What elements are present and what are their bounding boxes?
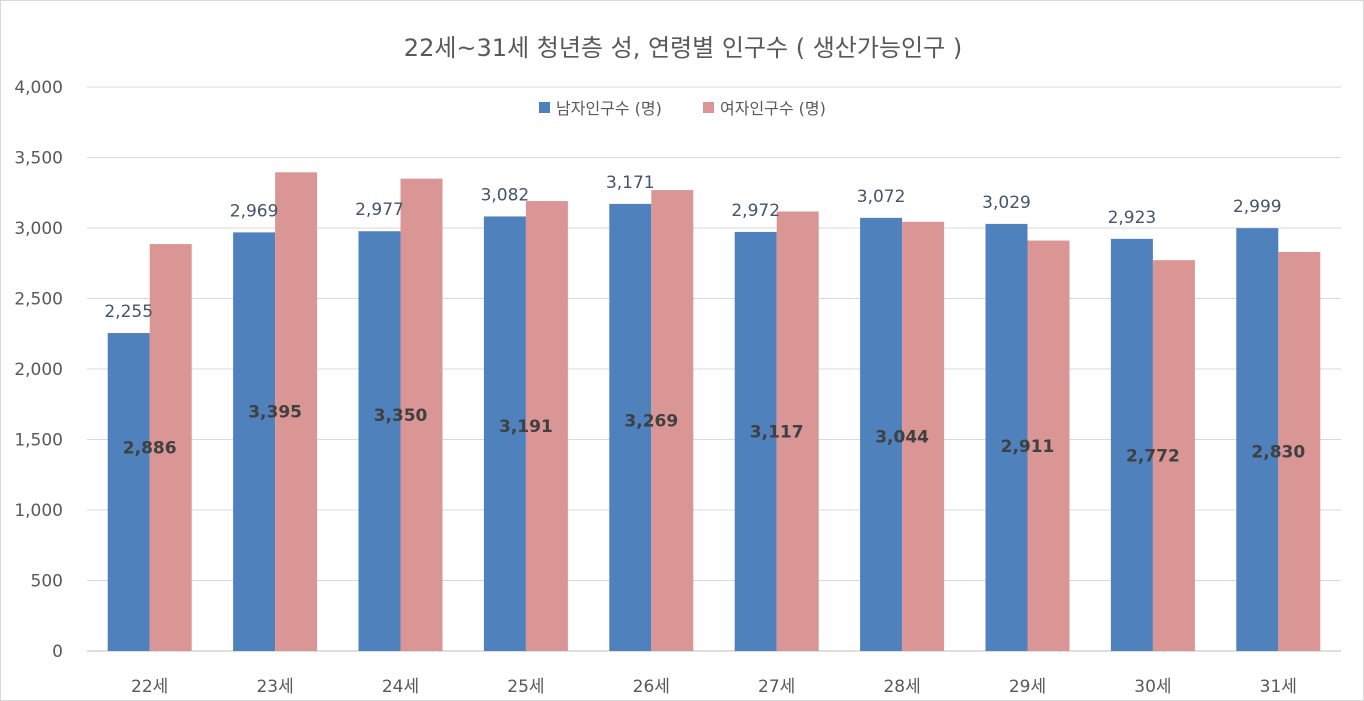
- data-label-female: 2,911: [1001, 437, 1055, 457]
- x-tick-label: 23세: [256, 677, 293, 697]
- data-label-male: 3,072: [857, 187, 906, 207]
- legend-swatch-male: [539, 102, 550, 113]
- bar-male: [233, 232, 276, 651]
- bar-male: [985, 223, 1028, 651]
- y-tick-label: 1,000: [14, 501, 63, 521]
- x-tick-label: 25세: [507, 677, 544, 697]
- y-tick-label: 4,000: [14, 78, 63, 98]
- x-tick-label: 22세: [131, 677, 168, 697]
- data-label-male: 2,999: [1233, 197, 1282, 217]
- bar-male: [734, 231, 777, 651]
- y-tick-label: 0: [52, 642, 63, 662]
- bar-female: [776, 211, 819, 652]
- data-label-female: 3,269: [624, 412, 678, 432]
- bar-male: [1236, 228, 1279, 652]
- y-tick-label: 3,500: [14, 149, 63, 169]
- data-label-male: 2,923: [1108, 208, 1157, 228]
- x-tick-label: 31세: [1260, 677, 1297, 697]
- x-tick-label: 24세: [382, 677, 419, 697]
- x-axis-ticks: 22세 23세 24세 25세 26세 27세 28세 29세 30세 31세: [131, 677, 1297, 697]
- y-tick-label: 2,500: [14, 290, 63, 310]
- bar-female: [149, 244, 192, 651]
- bar-female: [651, 190, 694, 652]
- data-label-male: 3,029: [982, 193, 1031, 213]
- bar-female: [902, 221, 945, 651]
- x-tick-label: 30세: [1134, 677, 1171, 697]
- data-label-female: 3,044: [875, 427, 929, 447]
- data-label-male: 2,977: [355, 200, 404, 220]
- data-label-male: 3,082: [481, 185, 530, 205]
- legend: 남자인구수 (명) 여자인구수 (명): [539, 99, 826, 118]
- y-tick-label: 2,000: [14, 360, 63, 380]
- data-label-female: 3,350: [374, 406, 428, 426]
- bars: [107, 172, 1321, 652]
- bar-male: [1110, 238, 1153, 651]
- data-label-male: 2,972: [731, 201, 780, 221]
- data-label-female: 3,395: [248, 403, 302, 423]
- bar-male: [358, 231, 401, 652]
- bar-female: [275, 172, 318, 651]
- x-tick-label: 29세: [1009, 677, 1046, 697]
- data-labels: 2,255 2,886 2,969 3,395 2,977 3,350 3,082 3,191…: [104, 173, 1305, 467]
- bar-male: [860, 217, 903, 651]
- legend-swatch-female: [703, 102, 714, 113]
- data-label-female: 2,830: [1251, 442, 1305, 462]
- bar-female: [525, 201, 568, 651]
- y-tick-label: 3,000: [14, 219, 63, 239]
- x-tick-label: 26세: [633, 677, 670, 697]
- legend-label-female: 여자인구수 (명): [720, 99, 826, 118]
- legend-label-male: 남자인구수 (명): [556, 99, 662, 118]
- y-axis-ticks: 0 500 1,000 1,500 2,000 2,500 3,000 3,500 4,000: [14, 78, 63, 662]
- bar-female: [1278, 251, 1321, 651]
- x-tick-label: 27세: [758, 677, 795, 697]
- data-label-male: 2,255: [104, 302, 153, 322]
- data-label-female: 2,886: [123, 439, 177, 459]
- x-tick-label: 28세: [883, 677, 920, 697]
- data-label-male: 2,969: [230, 201, 279, 221]
- data-label-male: 3,171: [606, 173, 655, 193]
- y-tick-label: 500: [31, 572, 63, 592]
- bar-female: [1027, 240, 1070, 651]
- bar-male: [107, 333, 150, 651]
- bar-female: [1152, 260, 1195, 651]
- bar-male: [483, 216, 526, 652]
- bar-male: [609, 203, 652, 651]
- y-tick-label: 1,500: [14, 431, 63, 451]
- data-label-female: 3,117: [750, 422, 804, 442]
- data-label-female: 2,772: [1126, 447, 1180, 467]
- data-label-female: 3,191: [499, 417, 553, 437]
- chart-title: 22세~31세 청년층 성, 연령별 인구수 ( 생산가능인구 ): [404, 34, 962, 62]
- bar-female: [400, 178, 443, 651]
